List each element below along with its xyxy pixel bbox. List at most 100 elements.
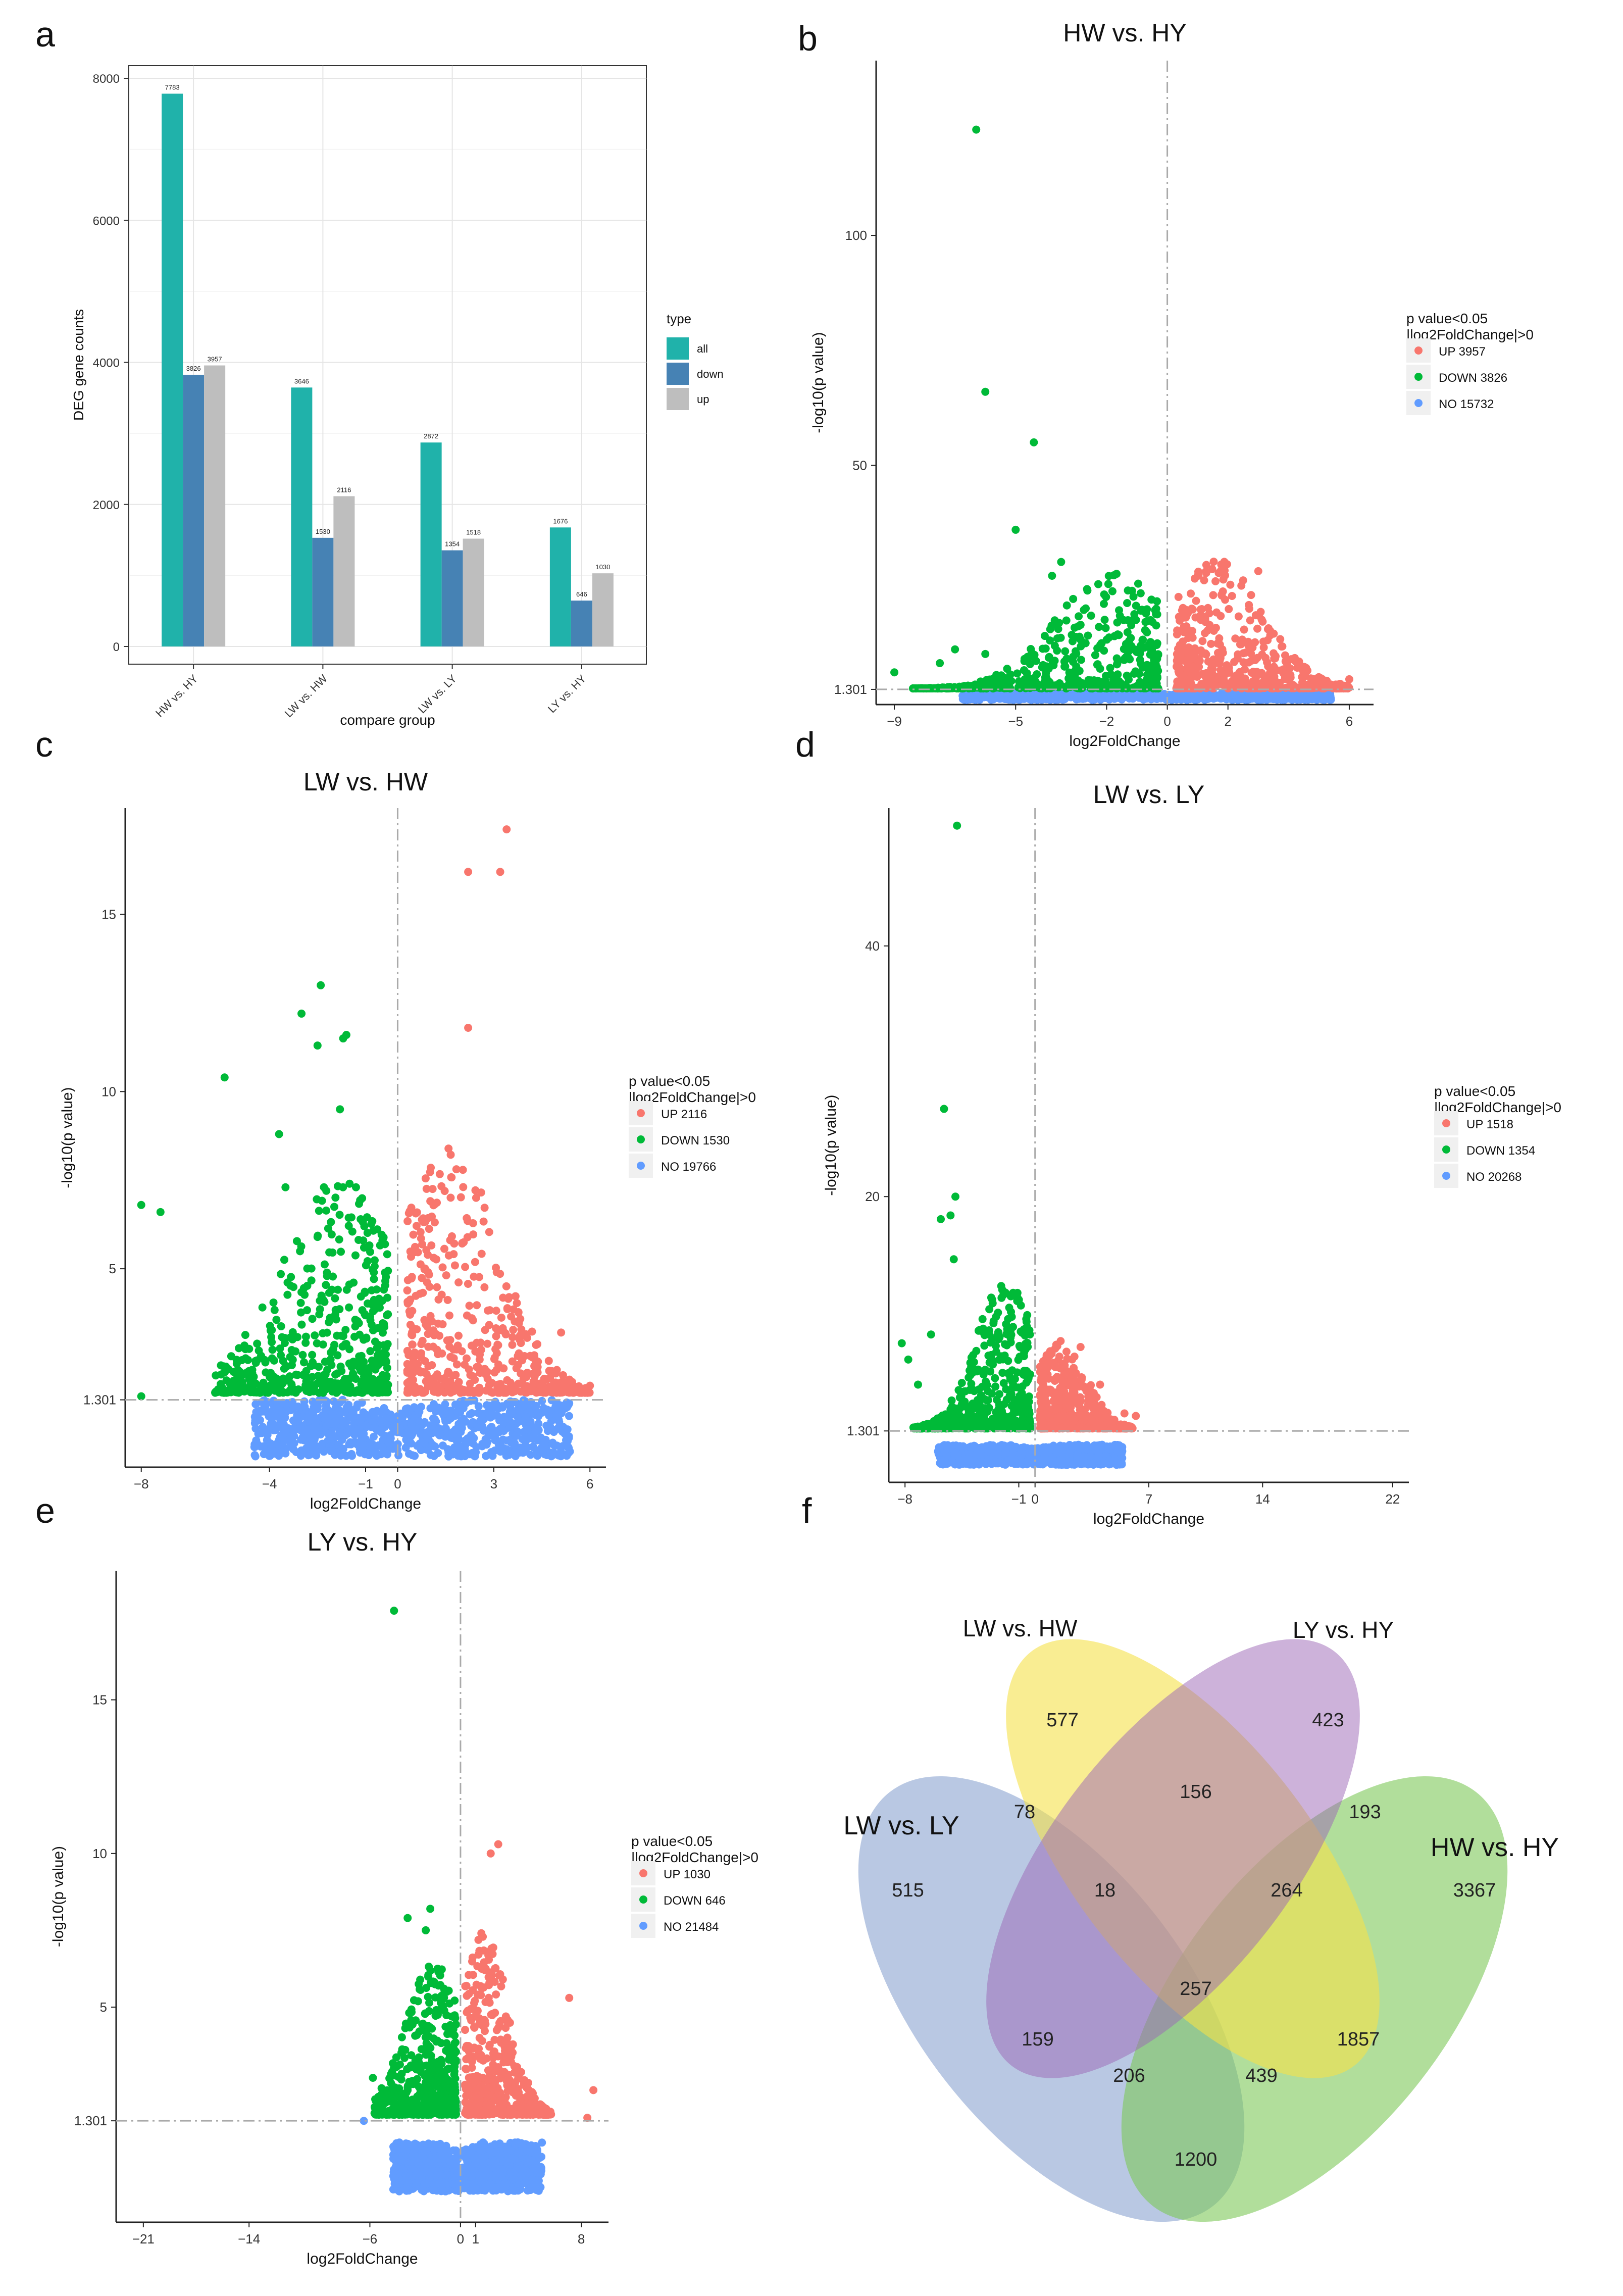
point-up (442, 1271, 450, 1280)
point-up (430, 1331, 438, 1339)
point-no (563, 1398, 571, 1407)
point-down (308, 1315, 317, 1323)
point-outlier (317, 981, 325, 989)
point-down (322, 1206, 330, 1215)
y-tick-label: 0 (113, 640, 120, 654)
point-down (1077, 642, 1085, 651)
point-up (1300, 663, 1308, 671)
point-down (358, 1194, 367, 1203)
point-up (429, 1201, 438, 1210)
point-down (301, 1332, 310, 1341)
point-up (425, 1225, 433, 1233)
point-no (250, 1419, 259, 1427)
point-no (472, 1448, 480, 1457)
point-up (1224, 680, 1233, 688)
point-outlier (502, 825, 511, 834)
point-no (1115, 1441, 1124, 1450)
point-outlier (156, 1208, 165, 1216)
point-down (1124, 586, 1132, 595)
point-up (508, 1333, 517, 1341)
point-no (1089, 1459, 1098, 1468)
point-down (1093, 660, 1102, 669)
point-up (440, 1374, 449, 1382)
point-up (1211, 577, 1220, 585)
point-up (1234, 612, 1243, 621)
point-no (1114, 1460, 1123, 1469)
point-up (445, 1311, 453, 1320)
point-up (494, 1388, 502, 1397)
point-up (459, 1166, 467, 1174)
point-up (405, 1307, 414, 1316)
point-down (1050, 641, 1059, 650)
point-down (1042, 662, 1051, 671)
point-down (325, 1248, 334, 1257)
point-no (554, 1451, 563, 1459)
point-down (337, 1247, 345, 1256)
point-down (1136, 589, 1145, 597)
point-up (472, 1193, 480, 1202)
point-down (346, 1388, 354, 1397)
y-tick-label: 6000 (93, 214, 120, 228)
point-down (925, 684, 934, 692)
point-down (335, 1211, 344, 1219)
point-down (1134, 579, 1142, 588)
point-up (1276, 635, 1285, 643)
point-up (530, 1377, 538, 1385)
point-down (317, 1388, 325, 1396)
x-tick-label: HW vs. HY (153, 672, 200, 720)
point-down (378, 1358, 387, 1367)
point-no (290, 1439, 298, 1448)
point-down (374, 1324, 382, 1332)
point-no (468, 1420, 476, 1428)
point-up (446, 1151, 455, 1159)
x-tick-label: 6 (1346, 714, 1353, 729)
point-up (1209, 591, 1218, 600)
point-up (1261, 654, 1270, 662)
point-no (491, 1397, 499, 1406)
point-no (1260, 692, 1269, 701)
point-outlier (275, 1130, 283, 1138)
point-up (1198, 637, 1207, 645)
point-up (446, 1336, 454, 1344)
point-down (1104, 580, 1112, 588)
point-no (1072, 695, 1081, 704)
point-up (1245, 605, 1253, 613)
point-no (381, 1416, 389, 1424)
point-down (1076, 621, 1085, 629)
point-no (547, 1417, 555, 1426)
point-down (268, 1345, 277, 1354)
point-outlier (1254, 567, 1262, 575)
point-down (288, 1328, 297, 1336)
point-no (321, 1406, 330, 1414)
point-down (363, 1257, 372, 1265)
x-tick-label: LW vs. HW (282, 672, 330, 720)
point-up (499, 1293, 508, 1302)
point-up (509, 1326, 518, 1334)
point-up (508, 1340, 517, 1349)
legend-key-up (667, 388, 689, 410)
point-up (1187, 605, 1196, 613)
point-down (337, 1367, 346, 1375)
point-up (1237, 672, 1245, 681)
legend-label-all: all (697, 342, 708, 355)
point-up (1224, 664, 1232, 672)
point-down (270, 1306, 279, 1314)
point-no (322, 1397, 330, 1406)
panel-letters: a b c d e f (35, 15, 818, 1530)
point-up (418, 1388, 427, 1397)
bar-up (463, 538, 484, 646)
point-up (428, 1361, 436, 1369)
point-up (446, 1193, 455, 1202)
point-no (266, 1452, 274, 1460)
point-no (534, 1412, 543, 1421)
point-no (1024, 1457, 1032, 1466)
point-up (416, 1260, 425, 1269)
point-up (447, 1232, 456, 1240)
point-up (409, 1376, 418, 1384)
point-no (300, 1403, 309, 1411)
point-up (465, 1302, 474, 1310)
point-up (411, 1348, 419, 1357)
point-down (375, 1304, 384, 1312)
